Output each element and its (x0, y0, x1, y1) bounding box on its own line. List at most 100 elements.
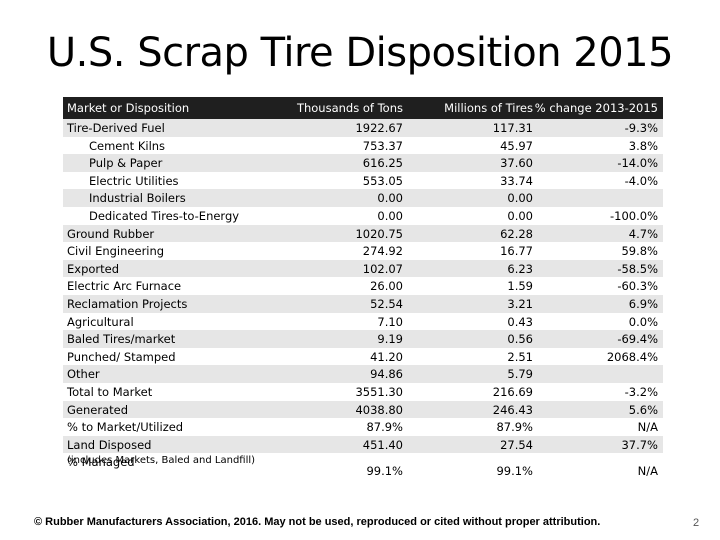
row-label: Reclamation Projects (67, 296, 188, 311)
row-change: 2068.4% (606, 349, 658, 364)
table-row: Electric Utilities 553.05 33.74 -4.0% (63, 172, 663, 190)
row-change: -60.3% (617, 279, 658, 294)
row-tires: 5.79 (507, 367, 533, 382)
row-label: Agricultural (67, 314, 134, 329)
copyright-footer: © Rubber Manufacturers Association, 2016… (34, 516, 601, 528)
row-tons: 451.40 (362, 437, 403, 452)
row-tons: 99.1% (366, 464, 403, 479)
row-change: -9.3% (624, 121, 658, 135)
row-tons: 616.25 (362, 156, 403, 171)
row-label: Punched/ Stamped (67, 349, 176, 364)
table-row: Baled Tires/market 9.19 0.56 -69.4% (63, 330, 663, 348)
row-change: -3.2% (624, 384, 658, 399)
row-tires: 3.21 (507, 296, 533, 311)
table-row: Total to Market 3551.30 216.69 -3.2% (63, 383, 663, 401)
row-change: 59.8% (621, 244, 658, 259)
row-change: N/A (637, 420, 658, 435)
table-row: Agricultural 7.10 0.43 0.0% (63, 313, 663, 331)
row-tons: 0.00 (377, 191, 403, 206)
disposition-table: Market or Disposition Thousands of Tons … (63, 97, 663, 489)
row-tons: 52.54 (370, 296, 403, 311)
table-row: Other 94.86 5.79 (63, 365, 663, 383)
row-tons: 26.00 (370, 279, 403, 294)
row-change: -14.0% (617, 156, 658, 171)
row-label: Exported (67, 261, 120, 276)
row-label: Electric Arc Furnace (67, 279, 182, 294)
row-change: 37.7% (621, 437, 658, 452)
row-tons: 1922.67 (355, 121, 403, 135)
row-tons: 553.05 (362, 173, 403, 188)
row-label: Baled Tires/market (67, 332, 176, 347)
row-sublabel: (includes Markets, Baled and Landfill) (67, 455, 256, 467)
row-label: % to Market/Utilized (67, 420, 184, 435)
row-tires: 99.1% (496, 464, 533, 479)
row-change: 0.0% (628, 314, 658, 329)
row-tires: 0.00 (507, 208, 533, 223)
header-change: % change 2013-2015 (534, 101, 658, 115)
row-label: Cement Kilns (89, 138, 166, 153)
row-label: Industrial Boilers (89, 191, 186, 206)
row-tires: 0.00 (507, 191, 533, 206)
table-row: Land Disposed 451.40 27.54 37.7% (63, 435, 663, 454)
table-row: Electric Arc Furnace 26.00 1.59 -60.3% (63, 277, 663, 295)
table-row: Civil Engineering 274.92 16.77 59.8% (63, 242, 663, 260)
row-label: Dedicated Tires-to-Energy (89, 208, 240, 223)
row-tons: 0.00 (377, 208, 403, 223)
row-tires: 246.43 (492, 402, 533, 417)
row-tires: 33.74 (500, 173, 533, 188)
row-tires: 216.69 (492, 384, 533, 399)
table-row: Tire-Derived Fuel 1922.67 117.31 -9.3% (63, 119, 663, 137)
row-tons: 9.19 (377, 332, 403, 347)
row-tires: 6.23 (507, 261, 533, 276)
row-tons: 4038.80 (355, 402, 403, 417)
row-change: 5.6% (628, 402, 658, 417)
row-tires: 45.97 (500, 138, 533, 153)
row-label: Electric Utilities (89, 173, 179, 188)
row-tons: 753.37 (362, 138, 403, 153)
row-tons: 102.07 (362, 261, 403, 276)
row-tires: 37.60 (500, 156, 533, 171)
row-label: Tire-Derived Fuel (67, 121, 165, 135)
row-tires: 0.43 (507, 314, 533, 329)
row-tons: 7.10 (377, 314, 403, 329)
table-row: Pulp & Paper 616.25 37.60 -14.0% (63, 154, 663, 172)
row-label: Land Disposed (67, 437, 152, 452)
row-tons: 87.9% (366, 420, 403, 435)
row-tires: 2.51 (507, 349, 533, 364)
row-tires: 62.28 (500, 226, 533, 241)
row-label: Generated (67, 402, 129, 417)
table-body: Tire-Derived Fuel 1922.67 117.31 -9.3% Cemen… (63, 119, 663, 454)
row-tires: 87.9% (496, 420, 533, 435)
row-tons: 1020.75 (355, 226, 403, 241)
table-row: Generated 4038.80 246.43 5.6% (63, 400, 663, 419)
row-tons: 94.86 (370, 367, 403, 382)
table-row: Cement Kilns 753.37 45.97 3.8% (63, 137, 663, 155)
row-change: -4.0% (624, 173, 658, 188)
row-label: Other (67, 367, 100, 382)
row-label: Pulp & Paper (89, 156, 163, 171)
row-tires: 16.77 (500, 244, 533, 259)
row-change: 4.7% (628, 226, 658, 241)
table-row: Reclamation Projects 52.54 3.21 6.9% (63, 294, 663, 313)
row-label: Ground Rubber (67, 226, 155, 241)
header-tires: Millions of Tires (444, 101, 533, 115)
row-change: 3.8% (628, 138, 658, 153)
row-tires: 27.54 (500, 437, 533, 452)
table-row-managed: % Managed (includes Markets, Baled and L… (63, 453, 663, 489)
table-row: Punched/ Stamped 41.20 2.51 2068.4% (63, 348, 663, 366)
row-tires: 0.56 (507, 332, 533, 347)
row-tons: 274.92 (362, 244, 403, 259)
row-tons: 3551.30 (355, 384, 403, 399)
row-change: N/A (637, 464, 658, 479)
row-change: 6.9% (628, 296, 658, 311)
table-row: Industrial Boilers 0.00 0.00 (63, 189, 663, 207)
header-market: Market or Disposition (67, 101, 190, 115)
row-label: % Managed (67, 455, 135, 470)
row-tires: 117.31 (492, 121, 533, 135)
row-tires: 1.59 (507, 279, 533, 294)
page-number: 2 (693, 517, 700, 529)
row-change: -69.4% (617, 332, 658, 347)
table-row: % to Market/Utilized 87.9% 87.9% N/A (63, 418, 663, 436)
row-label: Civil Engineering (67, 244, 165, 259)
table-row: Exported 102.07 6.23 -58.5% (63, 259, 663, 278)
